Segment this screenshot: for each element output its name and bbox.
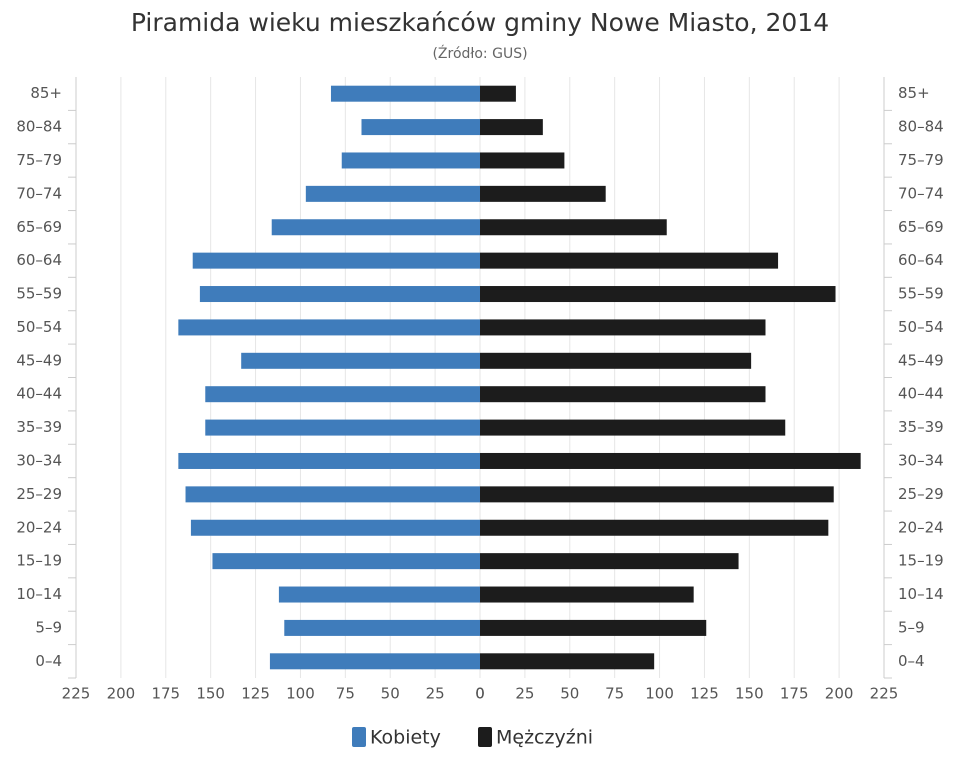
x-tick-label: 100 [645,685,674,703]
bar [480,486,834,503]
y-tick-label: 60–64 [16,251,62,269]
bar [480,319,766,336]
bar [341,152,480,169]
y-tick-label: 65–69 [898,218,944,236]
y-tick-label: 30–34 [898,451,944,469]
x-tick-label: 150 [196,685,225,703]
x-tick-label: 200 [825,685,854,703]
bar [480,219,667,236]
bar [480,286,836,303]
y-tick-label: 5–9 [35,618,62,636]
bar [480,119,543,136]
y-tick-label: 0–4 [35,652,62,670]
legend-swatch [352,727,366,747]
y-tick-label: 0–4 [898,652,925,670]
legend-label: Kobiety [370,727,441,749]
y-tick-label: 80–84 [898,118,944,136]
x-tick-label: 0 [475,685,485,703]
bar [185,486,481,503]
x-tick-label: 225 [62,685,91,703]
bar [480,386,766,403]
chart-title: Piramida wieku mieszkańców gminy Nowe Mi… [131,8,829,37]
x-tick-label: 75 [336,685,355,703]
y-tick-label: 30–34 [16,451,62,469]
bar [480,152,565,169]
x-tick-label: 200 [107,685,136,703]
x-tick-label: 25 [426,685,445,703]
y-tick-label: 20–24 [16,518,62,536]
bar [190,519,480,536]
y-tick-label: 80–84 [16,118,62,136]
x-tick-label: 50 [560,685,579,703]
bar [480,586,694,603]
bar [305,185,480,202]
y-tick-label: 35–39 [16,418,62,436]
bar [480,653,655,670]
bar [178,452,480,469]
x-tick-label: 75 [605,685,624,703]
bar [278,586,480,603]
y-tick-label: 35–39 [898,418,944,436]
y-tick-label: 55–59 [16,285,62,303]
x-tick-label: 225 [870,685,899,703]
y-tick-label: 50–54 [898,318,944,336]
bar [361,119,480,136]
bar [480,452,861,469]
y-tick-label: 75–79 [16,151,62,169]
y-tick-label: 70–74 [898,184,944,202]
x-tick-label: 125 [241,685,270,703]
x-tick-label: 150 [735,685,764,703]
y-tick-label: 85+ [898,84,930,102]
bar [205,419,480,436]
y-tick-label: 75–79 [898,151,944,169]
x-tick-label: 125 [690,685,719,703]
x-tick-label: 25 [515,685,534,703]
bar [330,85,480,102]
bar [284,619,480,636]
y-tick-label: 25–29 [898,485,944,503]
bar [205,386,480,403]
bar [241,352,480,369]
bar [480,252,779,269]
y-tick-label: 40–44 [16,385,62,403]
x-tick-label: 175 [780,685,809,703]
y-tick-label: 15–19 [898,552,944,570]
bar [269,653,480,670]
bar [192,252,480,269]
bar [480,519,829,536]
bar [480,553,739,570]
bar [480,185,606,202]
chart-subtitle: (Źródło: GUS) [432,44,527,62]
y-tick-label: 25–29 [16,485,62,503]
bar [271,219,480,236]
legend-swatch [478,727,492,747]
y-tick-label: 45–49 [898,351,944,369]
y-tick-label: 15–19 [16,552,62,570]
y-tick-label: 10–14 [898,585,944,603]
y-tick-label: 85+ [30,84,62,102]
y-tick-label: 65–69 [16,218,62,236]
bar [480,352,752,369]
bar [480,619,707,636]
y-tick-label: 10–14 [16,585,62,603]
y-tick-label: 55–59 [898,285,944,303]
bar [199,286,481,303]
y-tick-label: 45–49 [16,351,62,369]
y-tick-label: 40–44 [898,385,944,403]
y-tick-label: 20–24 [898,518,944,536]
x-tick-label: 100 [286,685,315,703]
x-tick-label: 175 [151,685,180,703]
y-tick-label: 5–9 [898,618,925,636]
legend-label: Mężczyźni [496,727,593,749]
x-tick-label: 0 [475,685,485,703]
y-tick-label: 50–54 [16,318,62,336]
bar [212,553,480,570]
bar [480,85,516,102]
y-tick-label: 60–64 [898,251,944,269]
bar [480,419,786,436]
bar [178,319,480,336]
y-tick-label: 70–74 [16,184,62,202]
x-tick-label: 50 [381,685,400,703]
